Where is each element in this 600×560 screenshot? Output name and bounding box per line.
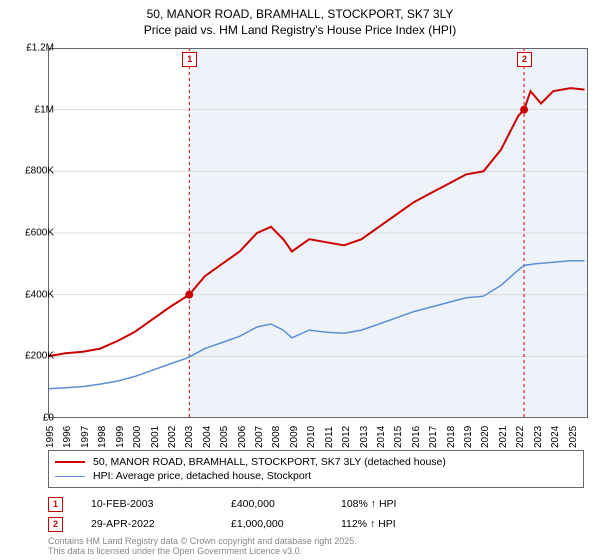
sale-pct: 108% ↑ HPI: [341, 498, 461, 510]
footer-copyright: Contains HM Land Registry data © Crown c…: [48, 536, 357, 546]
marker-badge-1: 1: [48, 497, 63, 512]
chart-plot-area: [48, 48, 588, 418]
x-axis-label: 2018: [446, 426, 457, 448]
legend-swatch-hpi: [55, 476, 85, 477]
sale-pct: 112% ↑ HPI: [341, 518, 461, 530]
x-axis-label: 2022: [515, 426, 526, 448]
chart-title-line1: 50, MANOR ROAD, BRAMHALL, STOCKPORT, SK7…: [0, 6, 600, 22]
x-axis-label: 2023: [533, 426, 544, 448]
x-axis-label: 2015: [393, 426, 404, 448]
legend-label-price: 50, MANOR ROAD, BRAMHALL, STOCKPORT, SK7…: [93, 456, 446, 468]
x-axis-label: 2008: [271, 426, 282, 448]
x-axis-label: 2016: [411, 426, 422, 448]
x-axis-label: 1996: [62, 426, 73, 448]
y-axis-label: £1M: [35, 104, 54, 115]
x-axis-label: 2021: [498, 426, 509, 448]
y-axis-label: £800K: [25, 166, 54, 177]
x-axis-label: 2011: [324, 426, 335, 448]
y-axis-label: £0: [43, 413, 54, 424]
x-axis-label: 2009: [289, 426, 300, 448]
x-axis-label: 2002: [167, 426, 178, 448]
x-axis-label: 2003: [184, 426, 195, 448]
x-axis-label: 2005: [219, 426, 230, 448]
x-axis-label: 2001: [150, 426, 161, 448]
y-axis-label: £200K: [25, 351, 54, 362]
x-axis-label: 2004: [202, 426, 213, 448]
y-axis-label: £600K: [25, 228, 54, 239]
x-axis-label: 2024: [550, 426, 561, 448]
y-axis-label: £1.2M: [26, 43, 54, 54]
table-row: 1 10-FEB-2003 £400,000 108% ↑ HPI: [48, 494, 461, 514]
table-row: 2 29-APR-2022 £1,000,000 112% ↑ HPI: [48, 514, 461, 534]
sale-price: £1,000,000: [231, 518, 341, 530]
sale-data-table: 1 10-FEB-2003 £400,000 108% ↑ HPI 2 29-A…: [48, 494, 461, 534]
y-axis-label: £400K: [25, 289, 54, 300]
footer-licence: This data is licensed under the Open Gov…: [48, 546, 357, 556]
sale-price: £400,000: [231, 498, 341, 510]
x-axis-label: 2007: [254, 426, 265, 448]
x-axis-label: 1995: [45, 426, 56, 448]
x-axis-label: 1999: [115, 426, 126, 448]
legend: 50, MANOR ROAD, BRAMHALL, STOCKPORT, SK7…: [48, 450, 584, 488]
chart-marker-badge: 2: [517, 52, 532, 67]
sale-date: 29-APR-2022: [91, 518, 231, 530]
x-axis-label: 2017: [428, 426, 439, 448]
x-axis-label: 2020: [480, 426, 491, 448]
x-axis-label: 2019: [463, 426, 474, 448]
chart-title-line2: Price paid vs. HM Land Registry's House …: [0, 22, 600, 38]
marker-badge-2: 2: [48, 517, 63, 532]
x-axis-label: 1997: [80, 426, 91, 448]
x-axis-label: 2025: [568, 426, 579, 448]
x-axis-label: 2010: [306, 426, 317, 448]
chart-marker-badge: 1: [182, 52, 197, 67]
x-axis-label: 2000: [132, 426, 143, 448]
legend-swatch-price: [55, 461, 85, 463]
x-axis-label: 2014: [376, 426, 387, 448]
x-axis-label: 2013: [359, 426, 370, 448]
x-axis-label: 1998: [97, 426, 108, 448]
x-axis-label: 2012: [341, 426, 352, 448]
sale-date: 10-FEB-2003: [91, 498, 231, 510]
legend-label-hpi: HPI: Average price, detached house, Stoc…: [93, 470, 311, 482]
x-axis-label: 2006: [237, 426, 248, 448]
